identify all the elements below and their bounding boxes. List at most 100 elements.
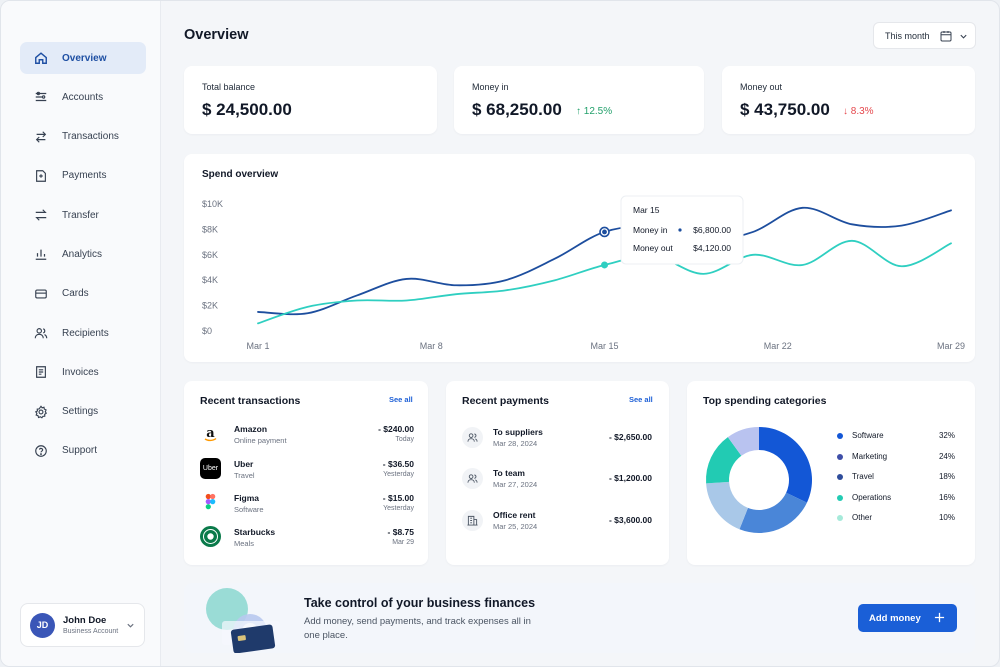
card-icon	[35, 289, 47, 299]
transaction-amount: - $36.50	[382, 459, 414, 469]
legend-item: Software 32%	[837, 430, 955, 451]
stat-value: $ 43,750.00	[740, 100, 830, 119]
sidebar-item-cards[interactable]: Cards	[20, 278, 146, 310]
banner-text: Add money, send payments, and track expe…	[304, 616, 531, 641]
y-tick-label: $0	[202, 326, 212, 336]
x-tick-label: Mar 1	[246, 341, 269, 351]
transaction-row[interactable]: Uber Uber Travel - $36.50 Yesterday	[200, 458, 414, 484]
list-title: Recent transactions	[200, 395, 301, 407]
payment-amount: - $2,650.00	[608, 432, 652, 442]
legend-value: 18%	[938, 472, 955, 482]
sidebar-item-overview[interactable]: Overview	[20, 42, 146, 74]
category-legend: Software 32% Marketing 24% Travel 18% Op…	[837, 430, 955, 533]
y-tick-label: $6K	[202, 250, 218, 260]
recent-payments-card: Recent payments See all To suppliers Mar…	[446, 381, 669, 565]
legend-swatch	[837, 453, 843, 460]
chevron-down-icon	[127, 623, 134, 628]
x-tick-label: Mar 15	[590, 341, 618, 351]
avatar: JD	[30, 612, 55, 638]
sidebar-item-settings[interactable]: Settings	[20, 396, 146, 428]
donut-slice-operations[interactable]	[706, 437, 742, 484]
sidebar-item-accounts[interactable]: Accounts	[20, 81, 146, 113]
transfer-icon	[35, 209, 47, 221]
sidebar-item-label: Settings	[62, 406, 99, 418]
donut-slice-other[interactable]	[727, 427, 759, 456]
tooltip-in-value: $6,800.00	[693, 225, 731, 235]
see-all-link[interactable]: See all	[629, 395, 653, 404]
legend-value: 16%	[938, 492, 955, 502]
change-up: ↑ 12.5%	[576, 106, 612, 117]
transaction-name: Starbucks	[234, 527, 276, 537]
sidebar-item-label: Payments	[62, 170, 107, 182]
transaction-name: Amazon	[234, 424, 268, 434]
sidebar-item-recipients[interactable]: Recipients	[20, 317, 146, 349]
calendar-icon	[940, 31, 952, 42]
chart-tooltip	[620, 195, 744, 265]
legend-item: Operations 16%	[837, 492, 955, 513]
list-title: Top spending categories	[703, 395, 827, 407]
period-label: This month	[885, 30, 930, 41]
sidebar-item-label: Recipients	[62, 327, 109, 339]
transaction-date: Mar 29	[392, 539, 414, 546]
money-out-line	[257, 239, 952, 325]
add-money-button[interactable]: Add money	[858, 604, 957, 632]
sidebar-item-support[interactable]: Support	[20, 435, 146, 467]
see-all-link[interactable]: See all	[389, 395, 413, 404]
payment-row[interactable]: To suppliers Mar 28, 2024 - $2,650.00	[462, 427, 652, 453]
transaction-category: Software	[234, 505, 264, 514]
sidebar-item-invoices[interactable]: Invoices	[20, 356, 146, 388]
user-menu[interactable]: JD John Doe Business Account	[20, 603, 145, 647]
money-in-line	[257, 206, 952, 316]
transaction-name: Figma	[234, 493, 260, 503]
legend-swatch	[837, 494, 843, 501]
x-tick-label: Mar 8	[420, 341, 443, 351]
donut-slice-software[interactable]	[759, 427, 812, 503]
chevron-down-icon	[960, 34, 967, 39]
donut-slice-travel[interactable]	[706, 481, 748, 530]
transaction-amount: - $15.00	[382, 493, 414, 503]
total-balance-card: Total balance $ 24,500.00	[184, 66, 437, 134]
legend-label: Travel	[852, 472, 874, 482]
sidebar-item-transfer[interactable]: Transfer	[20, 199, 146, 231]
analytics-icon	[35, 250, 47, 261]
payment-row[interactable]: Office rent Mar 25, 2024 - $3,600.00	[462, 510, 652, 536]
payment-date: Mar 27, 2024	[493, 480, 538, 489]
change-value: 12.5%	[583, 106, 613, 117]
user-info: John Doe Business Account	[63, 615, 118, 635]
payment-date: Mar 28, 2024	[493, 439, 538, 448]
users-icon	[462, 468, 483, 489]
legend-swatch	[837, 474, 843, 481]
tooltip-in-dot	[678, 228, 682, 232]
stat-label: Money out	[740, 82, 783, 92]
period-select[interactable]: This month	[873, 22, 976, 49]
change-value: 8.3%	[850, 106, 874, 117]
figma-logo	[200, 492, 221, 513]
accounts-icon	[35, 92, 47, 102]
transaction-row[interactable]: a Amazon Online payment - $240.00 Today	[200, 423, 414, 449]
page-title: Overview	[184, 27, 249, 43]
payment-name: To suppliers	[493, 427, 543, 437]
legend-value: 24%	[938, 451, 955, 461]
payments-icon	[36, 170, 46, 182]
settings-icon	[34, 405, 48, 419]
stat-value: $ 24,500.00	[202, 100, 292, 119]
transaction-row[interactable]: Starbucks Meals - $8.75 Mar 29	[200, 526, 414, 552]
tooltip-in-label: Money in	[633, 225, 668, 235]
sidebar-item-analytics[interactable]: Analytics	[20, 238, 146, 270]
money-out-marker	[601, 261, 608, 269]
legend-label: Marketing	[852, 451, 888, 461]
finance-illustration	[206, 588, 280, 653]
donut-slice-marketing[interactable]	[739, 492, 807, 533]
change-down: ↓ 8.3%	[843, 106, 874, 117]
sidebar-item-payments[interactable]: Payments	[20, 160, 146, 192]
sidebar-item-transactions[interactable]: Transactions	[20, 121, 146, 153]
transaction-category: Travel	[234, 471, 255, 480]
payment-row[interactable]: To team Mar 27, 2024 - $1,200.00	[462, 468, 652, 494]
users-icon	[462, 427, 483, 448]
legend-item: Travel 18%	[837, 471, 955, 492]
legend-value: 10%	[938, 513, 955, 523]
y-tick-label: $2K	[202, 301, 218, 311]
transaction-row[interactable]: Figma Software - $15.00 Yesterday	[200, 492, 414, 518]
uber-logo: Uber	[200, 458, 221, 479]
legend-swatch	[837, 515, 843, 522]
